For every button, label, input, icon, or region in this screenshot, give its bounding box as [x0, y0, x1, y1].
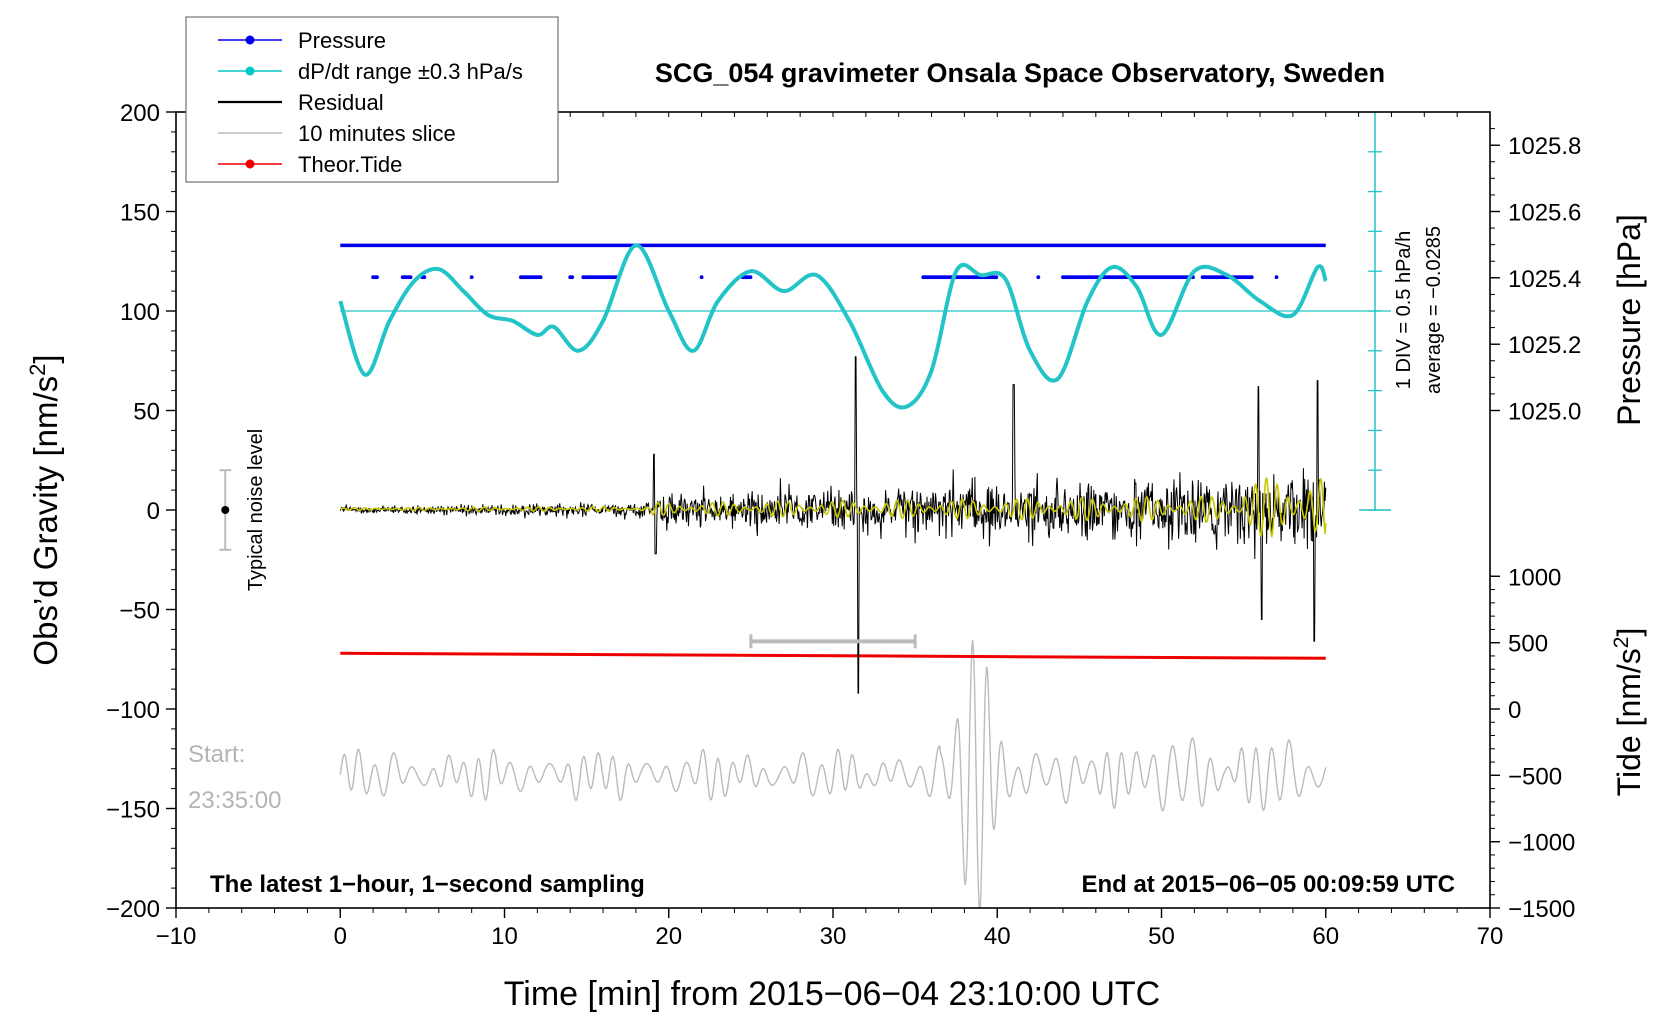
x-tick-label: 0	[334, 923, 347, 950]
pressure-point	[422, 275, 427, 280]
x-tick-label: 60	[1312, 923, 1339, 950]
pressure-point	[1274, 275, 1279, 280]
noise-point	[221, 506, 230, 514]
x-tick-label: 10	[491, 923, 518, 950]
legend-label: 10 minutes slice	[298, 121, 456, 146]
footer-left-label: The latest 1−hour, 1−second sampling	[210, 871, 645, 898]
pressure-tick-label: 1025.4	[1508, 266, 1581, 293]
pressure-tick-label: 1025.0	[1508, 399, 1581, 426]
pressure-point	[748, 275, 753, 280]
x-tick-label: 30	[820, 923, 847, 950]
start-time-label: 23:35:00	[188, 787, 281, 814]
legend-label: Residual	[298, 90, 384, 115]
tide-tick-label: −500	[1508, 763, 1562, 790]
pressure-point	[538, 275, 543, 280]
dpdt-series-line	[338, 243, 1328, 410]
pressure-point	[699, 275, 704, 280]
pressure-axis-label: Pressure [hPa]	[1611, 214, 1647, 426]
tide-series-line	[340, 651, 1326, 660]
x-tick-label: −10	[156, 923, 197, 950]
overlay-layer	[219, 469, 917, 649]
pressure-point	[570, 275, 575, 280]
legend-marker	[245, 35, 255, 45]
pressure-tick-label: 1025.8	[1508, 133, 1581, 160]
y-tick-label: −200	[106, 896, 160, 923]
y-tick-label: 150	[120, 200, 160, 227]
pressure-point	[375, 275, 379, 280]
tide-tick-label: −1500	[1508, 896, 1575, 923]
residual-series-line	[339, 356, 1327, 694]
legend: Pressure dP/dt range ±0.3 hPa/s Residual 10…	[185, 16, 559, 183]
tide-tick-label: 1000	[1508, 564, 1561, 591]
legend-marker	[245, 66, 255, 76]
y-tick-label: 200	[120, 100, 160, 127]
noise-level-label: Typical noise level	[245, 429, 267, 591]
legend-label: Pressure	[298, 28, 386, 53]
tide-axis-label: Tide [nm/s2]	[1610, 628, 1647, 797]
pressure-tick-label: 1025.2	[1508, 332, 1581, 359]
pressure-tick-label: 1025.6	[1508, 200, 1581, 227]
legend-marker	[245, 159, 255, 169]
chart-title: SCG_054 gravimeter Onsala Space Observat…	[655, 58, 1385, 88]
footer-right-label: End at 2015−06−05 00:09:59 UTC	[1081, 871, 1455, 898]
pressure-point	[1036, 275, 1041, 280]
legend-label: Theor.Tide	[298, 152, 402, 177]
tide-tick-label: 0	[1508, 697, 1521, 724]
plot-data-layer	[338, 112, 1392, 908]
smoothed-series-line	[339, 476, 1327, 538]
x-axis-label: Time [min] from 2015−06−04 23:10:00 UTC	[504, 975, 1160, 1013]
legend-box	[185, 16, 559, 183]
div-label: 1 DIV = 0.5 hPa/h	[1393, 231, 1415, 389]
y-tick-label: −100	[106, 697, 160, 724]
y-tick-label: −50	[119, 598, 160, 625]
pressure-point	[1249, 275, 1254, 280]
x-tick-label: 40	[984, 923, 1011, 950]
slice-series-line	[339, 640, 1327, 908]
pressure-point	[408, 275, 413, 280]
axes-layer: −10 0 10 20 30 40 50 60 70−200−150−100−500501001…	[106, 100, 1581, 950]
legend-label: dP/dt range ±0.3 hPa/s	[298, 59, 523, 84]
y-tick-label: 0	[147, 498, 160, 525]
x-tick-label: 20	[655, 923, 682, 950]
pressure-point	[994, 275, 999, 280]
average-label: average = −0.0285	[1423, 226, 1445, 394]
tide-tick-label: −1000	[1508, 830, 1575, 857]
x-tick-label: 70	[1477, 923, 1504, 950]
tide-tick-label: 500	[1508, 631, 1548, 658]
y-tick-label: −150	[106, 797, 160, 824]
y-axis-left-label: Obs’d Gravity [nm/s2]	[25, 354, 64, 665]
x-tick-label: 50	[1148, 923, 1175, 950]
start-label: Start:	[188, 741, 245, 768]
y-tick-label: 100	[120, 299, 160, 326]
y-tick-label: 50	[133, 399, 160, 426]
pressure-point	[469, 275, 474, 280]
